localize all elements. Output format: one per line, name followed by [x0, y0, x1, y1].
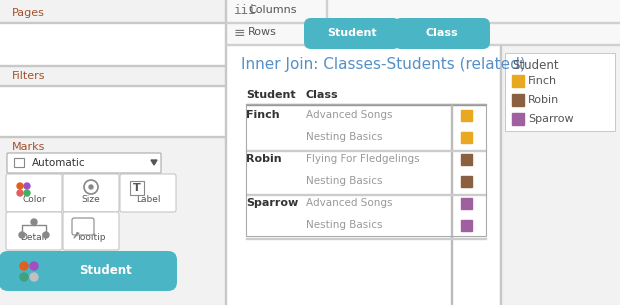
- Bar: [0, 0, 225, 305]
- Text: Inner Join: Classes-Students (related): Inner Join: Classes-Students (related): [241, 57, 526, 72]
- Text: Sparrow: Sparrow: [528, 114, 574, 124]
- Text: Pages: Pages: [12, 8, 45, 18]
- Circle shape: [19, 232, 25, 238]
- Text: Color: Color: [22, 195, 46, 204]
- Bar: [0, 65, 225, 66]
- Bar: [461, 198, 472, 209]
- Text: Nesting Basics: Nesting Basics: [306, 220, 383, 230]
- FancyBboxPatch shape: [0, 251, 177, 291]
- Bar: [505, 53, 615, 131]
- FancyBboxPatch shape: [72, 218, 94, 235]
- Bar: [512, 94, 524, 106]
- Text: Nesting Basics: Nesting Basics: [306, 132, 383, 142]
- Text: Filters: Filters: [12, 71, 45, 81]
- Bar: [130, 181, 144, 195]
- Bar: [226, 45, 500, 305]
- Bar: [461, 176, 472, 187]
- FancyBboxPatch shape: [394, 18, 490, 49]
- Bar: [246, 104, 486, 236]
- Circle shape: [17, 190, 23, 196]
- Text: Rows: Rows: [248, 27, 277, 37]
- Bar: [246, 194, 486, 195]
- Text: Class: Class: [426, 28, 458, 38]
- Circle shape: [17, 183, 23, 189]
- Text: Tooltip: Tooltip: [76, 233, 106, 242]
- Bar: [326, 0, 327, 22]
- Circle shape: [30, 262, 38, 270]
- Bar: [461, 220, 472, 231]
- Text: Finch: Finch: [528, 76, 557, 86]
- Bar: [226, 23, 620, 44]
- Circle shape: [24, 190, 30, 196]
- Bar: [0, 85, 225, 86]
- Bar: [0, 22, 225, 23]
- FancyBboxPatch shape: [6, 212, 62, 250]
- Circle shape: [24, 183, 30, 189]
- Bar: [0, 136, 225, 137]
- Bar: [226, 22, 620, 23]
- FancyBboxPatch shape: [120, 174, 176, 212]
- FancyBboxPatch shape: [63, 174, 119, 212]
- Bar: [512, 75, 524, 87]
- Text: Size: Size: [82, 195, 100, 204]
- Text: Robin: Robin: [246, 154, 281, 164]
- Bar: [451, 104, 452, 304]
- Text: T: T: [133, 183, 141, 193]
- Text: Finch: Finch: [246, 110, 280, 120]
- FancyBboxPatch shape: [6, 174, 62, 212]
- Text: Label: Label: [136, 195, 160, 204]
- Text: Marks: Marks: [12, 142, 45, 152]
- Polygon shape: [74, 233, 79, 238]
- Bar: [461, 154, 472, 165]
- FancyBboxPatch shape: [63, 212, 119, 250]
- Bar: [512, 113, 524, 125]
- Bar: [0, 23, 225, 65]
- Text: iii: iii: [234, 4, 257, 17]
- Text: Student: Student: [246, 90, 296, 100]
- Circle shape: [89, 185, 93, 189]
- Bar: [246, 104, 486, 105]
- Bar: [461, 132, 472, 143]
- Text: ≡: ≡: [234, 26, 246, 40]
- Bar: [225, 0, 226, 305]
- Text: Student: Student: [79, 264, 131, 278]
- Text: Sparrow: Sparrow: [246, 198, 298, 208]
- Text: Student: Student: [327, 28, 377, 38]
- Text: Automatic: Automatic: [32, 158, 86, 168]
- Bar: [461, 110, 472, 121]
- Bar: [500, 45, 620, 305]
- Text: Advanced Songs: Advanced Songs: [306, 198, 392, 208]
- Text: Flying For Fledgelings: Flying For Fledgelings: [306, 154, 420, 164]
- Bar: [226, 44, 620, 45]
- Text: Columns: Columns: [248, 5, 296, 15]
- FancyBboxPatch shape: [7, 153, 161, 173]
- Text: Student: Student: [512, 59, 559, 72]
- Bar: [500, 45, 501, 305]
- Text: Advanced Songs: Advanced Songs: [306, 110, 392, 120]
- Circle shape: [31, 219, 37, 225]
- Circle shape: [20, 262, 28, 270]
- Bar: [246, 150, 486, 151]
- Bar: [14, 158, 24, 167]
- Text: Detail: Detail: [20, 233, 48, 242]
- Circle shape: [20, 273, 28, 281]
- Text: Class: Class: [306, 90, 339, 100]
- Bar: [0, 86, 225, 136]
- Circle shape: [30, 273, 38, 281]
- Circle shape: [43, 232, 49, 238]
- Bar: [226, 0, 620, 22]
- Polygon shape: [151, 160, 157, 165]
- FancyBboxPatch shape: [304, 18, 400, 49]
- Text: Robin: Robin: [528, 95, 559, 105]
- Bar: [246, 238, 486, 239]
- Text: Nesting Basics: Nesting Basics: [306, 176, 383, 186]
